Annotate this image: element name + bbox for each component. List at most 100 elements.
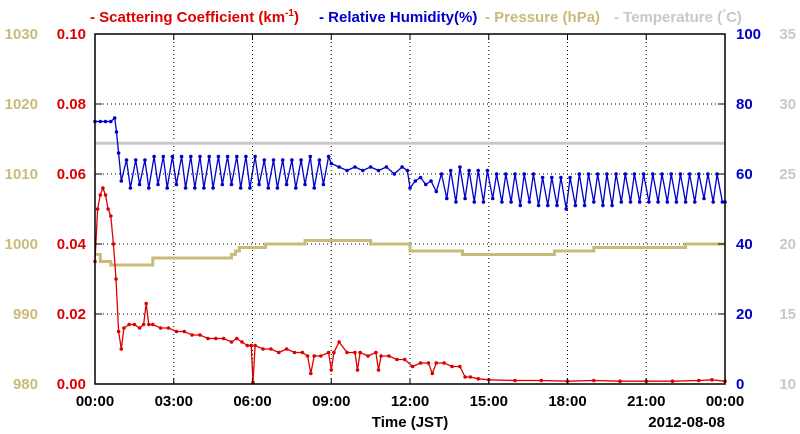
data-point-relative-humidity [536, 203, 541, 208]
data-point-relative-humidity [693, 200, 697, 204]
data-point-relative-humidity [504, 172, 508, 176]
data-point-relative-humidity [376, 168, 381, 173]
data-point-relative-humidity [678, 172, 683, 176]
axes-layer: 00:00 03:00 06:00 09:00 12:00 15:00 18:00 21:00… [5, 26, 796, 410]
data-point-relative-humidity [235, 154, 239, 159]
data-point-scattering-coefficient [235, 336, 239, 341]
scattering-tick-label: 0.08 [57, 96, 86, 113]
legend-scattering-text: - Scattering Coefficient (km [90, 9, 285, 26]
humidity-tick-label: 20 [736, 306, 753, 323]
data-point-scattering-coefficient [240, 340, 244, 344]
scattering-tick-label: 0.10 [57, 26, 86, 43]
data-point-relative-humidity [345, 168, 349, 173]
data-point-scattering-coefficient [355, 368, 360, 372]
data-point-relative-humidity [220, 182, 225, 187]
data-point-relative-humidity [429, 179, 433, 183]
data-point-relative-humidity [683, 200, 688, 204]
data-point-scattering-coefficient [122, 326, 126, 330]
data-point-relative-humidity [248, 186, 252, 190]
x-tick-label: 18:00 [548, 393, 586, 410]
data-point-scattering-coefficient [144, 301, 148, 306]
data-point-relative-humidity [253, 154, 257, 159]
x-tick-label: 15:00 [470, 393, 508, 410]
data-point-relative-humidity [152, 154, 156, 159]
data-point-relative-humidity [143, 158, 147, 162]
data-point-scattering-coefficient [137, 326, 142, 330]
data-point-relative-humidity [114, 130, 119, 134]
data-point-relative-humidity [656, 200, 660, 204]
series-pressure [95, 239, 725, 267]
data-point-scattering-coefficient [410, 364, 415, 369]
data-point-scattering-coefficient [395, 357, 399, 362]
legend-temperature-tail: C) [726, 9, 742, 26]
data-point-relative-humidity [485, 168, 490, 173]
data-point-scattering-coefficient [245, 343, 250, 348]
data-point-relative-humidity [193, 186, 197, 190]
data-point-relative-humidity [555, 203, 559, 208]
humidity-tick-label: 0 [736, 376, 744, 393]
pressure-tick-label: 990 [13, 306, 38, 323]
humidity-tick-label: 40 [736, 236, 753, 253]
data-point-relative-humidity [133, 158, 138, 162]
data-point-relative-humidity [573, 203, 578, 208]
data-point-relative-humidity [98, 119, 103, 124]
data-point-relative-humidity [290, 158, 294, 162]
data-point-relative-humidity [674, 200, 679, 204]
data-point-relative-humidity [647, 200, 651, 204]
data-point-scattering-coefficient [141, 322, 146, 327]
scattering-tick-label: 0.02 [57, 306, 86, 323]
data-point-relative-humidity [321, 182, 326, 187]
data-point-scattering-coefficient [710, 378, 714, 382]
legend: - Scattering Coefficient (km-1) - Relati… [90, 8, 742, 26]
data-point-relative-humidity [124, 158, 129, 162]
data-point-relative-humidity [577, 172, 582, 176]
data-point-relative-humidity [137, 182, 142, 187]
data-point-relative-humidity [179, 154, 184, 159]
legend-scattering-sup: -1 [285, 8, 294, 19]
x-tick-label: 21:00 [627, 393, 665, 410]
data-point-relative-humidity [244, 154, 248, 159]
data-point-scattering-coefficient [151, 322, 155, 327]
data-point-relative-humidity [361, 168, 365, 173]
data-point-relative-humidity [225, 154, 230, 159]
data-point-scattering-coefficient [337, 340, 341, 344]
data-point-relative-humidity [353, 165, 357, 169]
pressure-tick-label: 1000 [5, 236, 38, 253]
pressure-tick-label: 1030 [5, 26, 38, 43]
data-point-relative-humidity [637, 200, 642, 204]
data-point-relative-humidity [665, 200, 670, 204]
pressure-tick-label: 980 [13, 376, 38, 393]
data-point-scattering-coefficient [214, 336, 218, 341]
x-tick-label: 03:00 [155, 393, 193, 410]
data-point-relative-humidity [660, 172, 664, 176]
data-point-relative-humidity [207, 154, 211, 159]
data-point-scattering-coefficient [426, 361, 431, 365]
data-point-relative-humidity [280, 158, 285, 162]
x-tick-label: 06:00 [233, 393, 271, 410]
data-point-relative-humidity [294, 186, 298, 190]
data-point-scattering-coefficient [468, 375, 473, 379]
humidity-tick-label: 60 [736, 166, 753, 183]
data-point-relative-humidity [161, 154, 166, 159]
data-point-scattering-coefficient [206, 336, 210, 341]
data-point-scattering-coefficient [387, 354, 391, 358]
data-point-relative-humidity [463, 196, 467, 201]
data-point-relative-humidity [546, 203, 550, 208]
x-tick-label: 09:00 [312, 393, 350, 410]
data-point-relative-humidity [284, 182, 289, 187]
data-point-scattering-coefficient [458, 364, 462, 369]
data-point-relative-humidity [623, 172, 628, 176]
data-point-relative-humidity [592, 200, 596, 204]
data-point-scattering-coefficient [229, 340, 234, 344]
data-point-relative-humidity [715, 172, 719, 176]
data-point-scattering-coefficient [174, 329, 179, 334]
series-relative-humidity [93, 116, 727, 211]
data-point-scattering-coefficient [109, 214, 113, 218]
data-point-scattering-coefficient [442, 361, 446, 365]
x-tick-label: 00:00 [76, 393, 114, 410]
data-point-relative-humidity [198, 154, 202, 159]
data-point-scattering-coefficient [379, 354, 383, 358]
data-point-scattering-coefficient [358, 350, 362, 355]
data-point-relative-humidity [641, 172, 646, 176]
